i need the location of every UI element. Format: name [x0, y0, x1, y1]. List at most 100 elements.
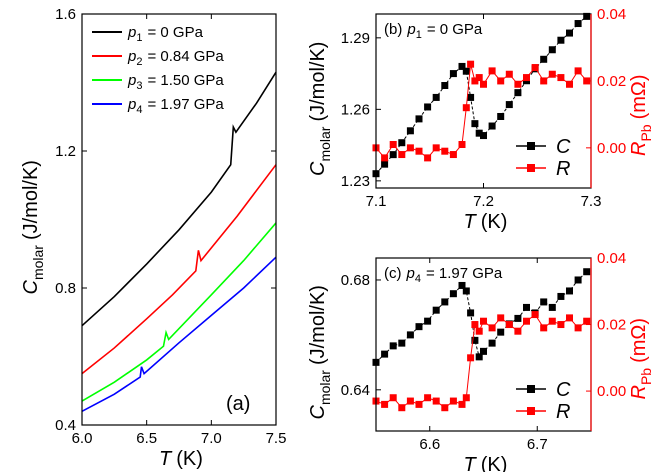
- marker: [480, 347, 487, 355]
- marker: [505, 321, 513, 329]
- marker: [548, 317, 556, 325]
- marker: [432, 144, 440, 152]
- legend-label-part: C: [556, 136, 571, 158]
- legend-label: C: [556, 379, 571, 401]
- marker: [514, 327, 522, 335]
- legend-label-part: R: [556, 158, 570, 180]
- marker: [480, 80, 487, 88]
- marker: [449, 290, 457, 298]
- marker: [488, 122, 496, 130]
- y2-axis-label-part: (mΩ): [628, 74, 650, 119]
- marker: [389, 151, 397, 159]
- legend-marker: [527, 164, 535, 172]
- x-tick-label: 7.0: [201, 430, 222, 447]
- panel-label: (a): [226, 393, 250, 415]
- marker: [566, 287, 573, 295]
- marker: [424, 154, 432, 162]
- marker: [415, 400, 423, 408]
- marker: [415, 115, 423, 123]
- y2-tick-label: 0.04: [597, 6, 626, 23]
- marker: [488, 324, 496, 332]
- legend-label: p4 = 1.97 GPa: [127, 96, 224, 116]
- x-axis-label-part: (K): [176, 448, 203, 470]
- marker: [389, 342, 397, 350]
- marker: [583, 317, 591, 325]
- series-line: [81, 222, 277, 402]
- marker: [505, 70, 513, 78]
- marker: [406, 144, 414, 152]
- marker: [424, 317, 432, 325]
- marker: [432, 93, 440, 101]
- marker: [583, 77, 591, 85]
- marker: [548, 303, 556, 311]
- x-axis-label: T (K): [464, 211, 508, 233]
- y-axis-label-part: C: [307, 405, 329, 420]
- marker: [458, 281, 466, 289]
- legend-label-part: p: [127, 72, 136, 89]
- x-tick-label: 6.5: [136, 430, 157, 447]
- y-axis-label-part: molar: [30, 245, 46, 280]
- marker: [467, 60, 475, 68]
- marker: [475, 129, 483, 137]
- marker: [398, 339, 406, 347]
- marker: [441, 82, 449, 90]
- y-tick-label: 0.8: [55, 280, 76, 297]
- marker: [449, 397, 457, 405]
- panel-label: (b) p1 = 0 GPa: [384, 21, 483, 41]
- y-tick-label: 1.23: [341, 173, 370, 190]
- legend-label-part: R: [556, 401, 570, 423]
- marker: [497, 328, 505, 336]
- legend-label-part: p: [127, 48, 136, 65]
- series-line: [81, 71, 277, 327]
- marker: [557, 74, 565, 82]
- marker: [406, 127, 414, 135]
- legend-marker: [527, 142, 535, 150]
- marker: [548, 70, 556, 78]
- x-tick-label: 6.0: [72, 430, 93, 447]
- marker: [449, 151, 457, 159]
- y-axis-label-part: molar: [317, 126, 333, 161]
- legend-label-part: C: [556, 379, 571, 401]
- legend-label: p1 = 0 GPa: [127, 24, 204, 44]
- series-line: [81, 256, 277, 413]
- marker: [441, 404, 449, 412]
- panel-label-part: (a): [226, 393, 250, 415]
- marker: [514, 80, 522, 88]
- marker: [471, 77, 479, 85]
- x-tick-label: 6.7: [527, 436, 548, 453]
- marker: [480, 132, 487, 140]
- marker: [381, 160, 389, 168]
- marker: [480, 317, 487, 325]
- x-axis-label-part: (K): [481, 454, 508, 472]
- marker: [574, 20, 582, 28]
- y-axis-label-part: (J/mol/K): [20, 160, 42, 240]
- marker: [471, 336, 479, 344]
- y-tick-label: 1.29: [341, 30, 370, 47]
- y2-axis-label: RPb (mΩ): [628, 318, 654, 400]
- marker: [523, 303, 530, 311]
- y2-tick-label: 0.02: [597, 73, 626, 90]
- panel-label-part: (b): [384, 21, 402, 38]
- marker: [441, 147, 449, 155]
- marker: [381, 400, 389, 408]
- y-axis-label-part: (J/mol/K): [307, 42, 329, 122]
- marker: [462, 394, 470, 402]
- y-axis-label-part: C: [307, 161, 329, 176]
- marker: [467, 309, 475, 317]
- legend-label: p2 = 0.84 GPa: [127, 48, 224, 68]
- marker: [514, 314, 522, 322]
- y-axis-label: Cmolar (J/mol/K): [20, 160, 46, 294]
- marker: [475, 327, 483, 335]
- marker: [475, 74, 483, 82]
- marker: [471, 120, 479, 128]
- x-tick-label: 7.3: [581, 193, 602, 210]
- marker: [458, 141, 466, 148]
- marker: [548, 46, 556, 54]
- panel-label-part: = 1.97 GPa: [426, 265, 503, 282]
- marker: [497, 314, 505, 322]
- x-axis-label-part: T: [159, 448, 173, 470]
- panel-label-part: = 0 GPa: [427, 21, 483, 38]
- marker: [557, 321, 565, 329]
